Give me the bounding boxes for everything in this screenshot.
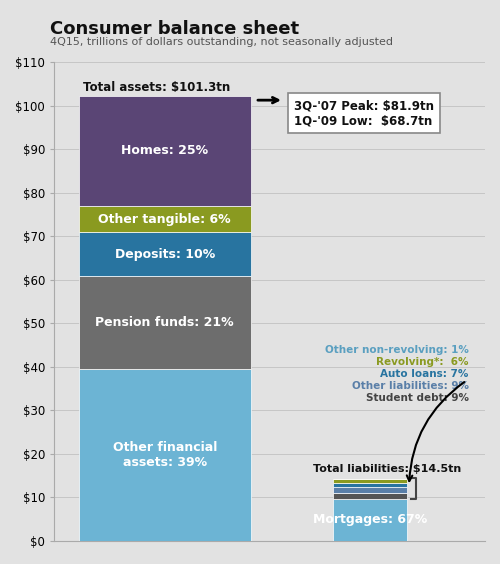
Text: Other tangible: 6%: Other tangible: 6% <box>98 213 231 226</box>
Bar <box>333 483 407 487</box>
Bar <box>333 478 407 479</box>
Bar <box>78 96 251 206</box>
Text: Student debt: 9%: Student debt: 9% <box>366 393 469 403</box>
Bar <box>333 493 407 499</box>
Text: Consumer balance sheet: Consumer balance sheet <box>50 20 299 38</box>
Bar <box>78 206 251 232</box>
Text: 3Q-'07 Peak: $81.9tn
1Q-'09 Low:  $68.7tn: 3Q-'07 Peak: $81.9tn 1Q-'09 Low: $68.7tn <box>294 99 434 127</box>
Text: 4Q15, trillions of dollars outstanding, not seasonally adjusted: 4Q15, trillions of dollars outstanding, … <box>50 37 393 47</box>
Text: Other liabilities: 9%: Other liabilities: 9% <box>352 381 469 391</box>
Bar <box>333 487 407 493</box>
Text: Total assets: $101.3tn: Total assets: $101.3tn <box>82 81 230 94</box>
Bar <box>333 499 407 541</box>
Bar <box>78 232 251 276</box>
Text: Deposits: 10%: Deposits: 10% <box>114 248 215 261</box>
Text: Mortgages: 67%: Mortgages: 67% <box>313 513 427 526</box>
Bar <box>333 479 407 483</box>
Bar <box>78 369 251 541</box>
Text: Homes: 25%: Homes: 25% <box>121 144 208 157</box>
Text: Revolving*:  6%: Revolving*: 6% <box>376 356 468 367</box>
Text: Other financial
assets: 39%: Other financial assets: 39% <box>112 441 217 469</box>
Bar <box>78 276 251 369</box>
Text: Other non-revolving: 1%: Other non-revolving: 1% <box>324 345 468 355</box>
Text: Auto loans: 7%: Auto loans: 7% <box>380 369 468 379</box>
Text: Total liabilities: $14.5tn: Total liabilities: $14.5tn <box>312 464 461 474</box>
Text: Pension funds: 21%: Pension funds: 21% <box>96 316 234 329</box>
